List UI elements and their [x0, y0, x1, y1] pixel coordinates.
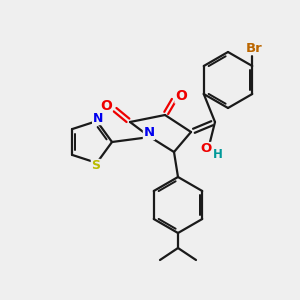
Text: S: S	[91, 159, 100, 172]
Text: Br: Br	[246, 41, 262, 55]
Text: N: N	[143, 127, 155, 140]
Text: O: O	[100, 99, 112, 113]
Text: O: O	[200, 142, 211, 155]
Text: O: O	[175, 89, 187, 103]
Text: H: H	[213, 148, 223, 160]
Text: N: N	[93, 112, 103, 124]
